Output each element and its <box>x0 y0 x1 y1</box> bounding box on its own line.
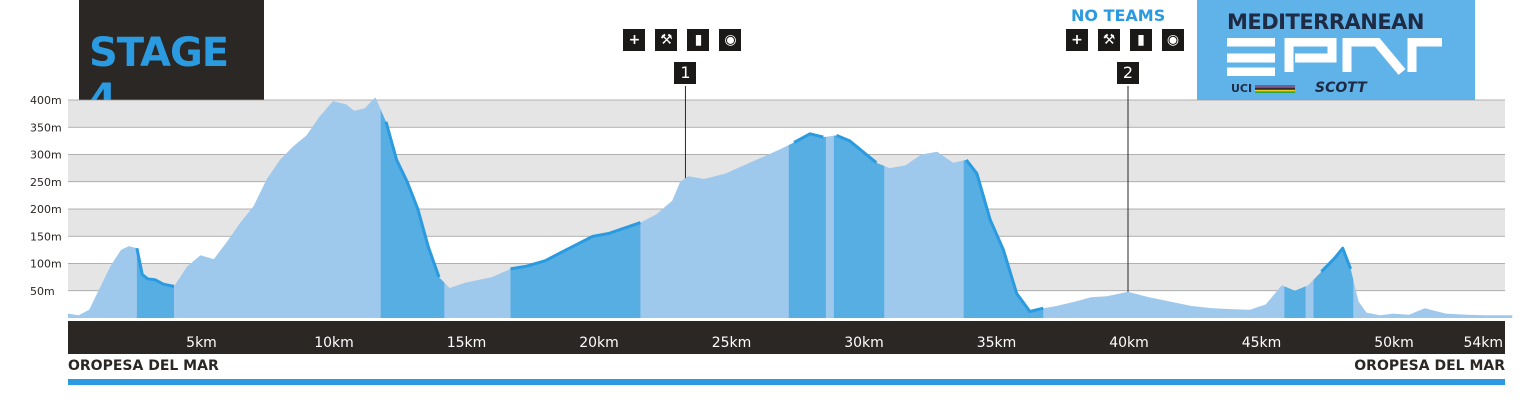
start-town: OROPESA DEL MAR <box>68 358 219 374</box>
x-tick-label: 54km <box>1463 335 1503 351</box>
feed-zone-note: NO TEAMS <box>1071 6 1166 25</box>
wheel-icon: ◉ <box>719 29 742 51</box>
feed-zone-lines <box>684 86 1129 294</box>
y-tick-label: 200m <box>30 203 62 216</box>
event-logo: MEDITERRANEAN UCI SCOTT <box>1197 0 1475 109</box>
x-tick-label: 20km <box>579 335 619 351</box>
x-tick-label: 15km <box>447 335 487 351</box>
finish-town: OROPESA DEL MAR <box>1354 358 1505 374</box>
x-tick-label: 25km <box>712 335 752 351</box>
grid-band <box>68 100 1505 128</box>
y-tick-label: 250m <box>30 176 62 189</box>
wrench-icon: ⚒ <box>655 29 678 51</box>
segment-outline <box>965 158 1044 313</box>
y-tick-label: 350m <box>30 121 62 134</box>
first-aid-icon: + <box>623 29 646 51</box>
y-tick-label: 50m <box>30 285 55 298</box>
x-tick-label: 10km <box>314 335 354 351</box>
y-axis-labels: 50m 100m 150m 200m 250m 300m 350m 400m <box>30 94 62 298</box>
stage-box: STAGE 4 <box>79 0 264 122</box>
segment-outline <box>1320 246 1353 273</box>
baseline-stripe <box>68 379 1505 385</box>
y-tick-label: 300m <box>30 149 62 162</box>
uci-label: UCI <box>1231 82 1253 95</box>
feed-zone-number: 2 <box>1117 62 1139 84</box>
rainbow-stripes-icon <box>1255 85 1295 93</box>
x-tick-label: 35km <box>977 335 1017 351</box>
segment-outline <box>384 121 441 278</box>
logo-title: MEDITERRANEAN <box>1227 10 1425 34</box>
segment-outline <box>135 247 175 288</box>
first-aid-icon: + <box>1066 29 1088 51</box>
segment-outline <box>793 132 824 144</box>
x-axis-labels: 5km 10km 15km 20km 25km 30km 35km 40km 45km 50km 5… <box>186 335 1503 351</box>
wrench-icon: ⚒ <box>1098 29 1120 51</box>
x-tick-label: 5km <box>186 335 217 351</box>
y-tick-label: 400m <box>30 94 62 107</box>
climb-segment <box>788 97 826 318</box>
stage-title: STAGE 4 <box>89 30 229 122</box>
y-tick-label: 100m <box>30 258 62 271</box>
y-tick-label: 150m <box>30 230 62 243</box>
x-tick-label: 45km <box>1242 335 1282 351</box>
segment-outline <box>835 134 878 164</box>
bottle-icon: ▮ <box>687 29 710 51</box>
x-tick-label: 30km <box>844 335 884 351</box>
wheel-icon: ◉ <box>1162 29 1184 51</box>
x-tick-label: 50km <box>1374 335 1414 351</box>
epic-logo-mark <box>1227 38 1442 76</box>
segment-outline <box>510 221 641 271</box>
bottle-icon: ▮ <box>1130 29 1152 51</box>
x-tick-label: 40km <box>1109 335 1149 351</box>
feed-zone-number: 1 <box>674 62 697 84</box>
x-axis-bar <box>68 321 1505 354</box>
sponsor-label: SCOTT <box>1315 80 1367 96</box>
